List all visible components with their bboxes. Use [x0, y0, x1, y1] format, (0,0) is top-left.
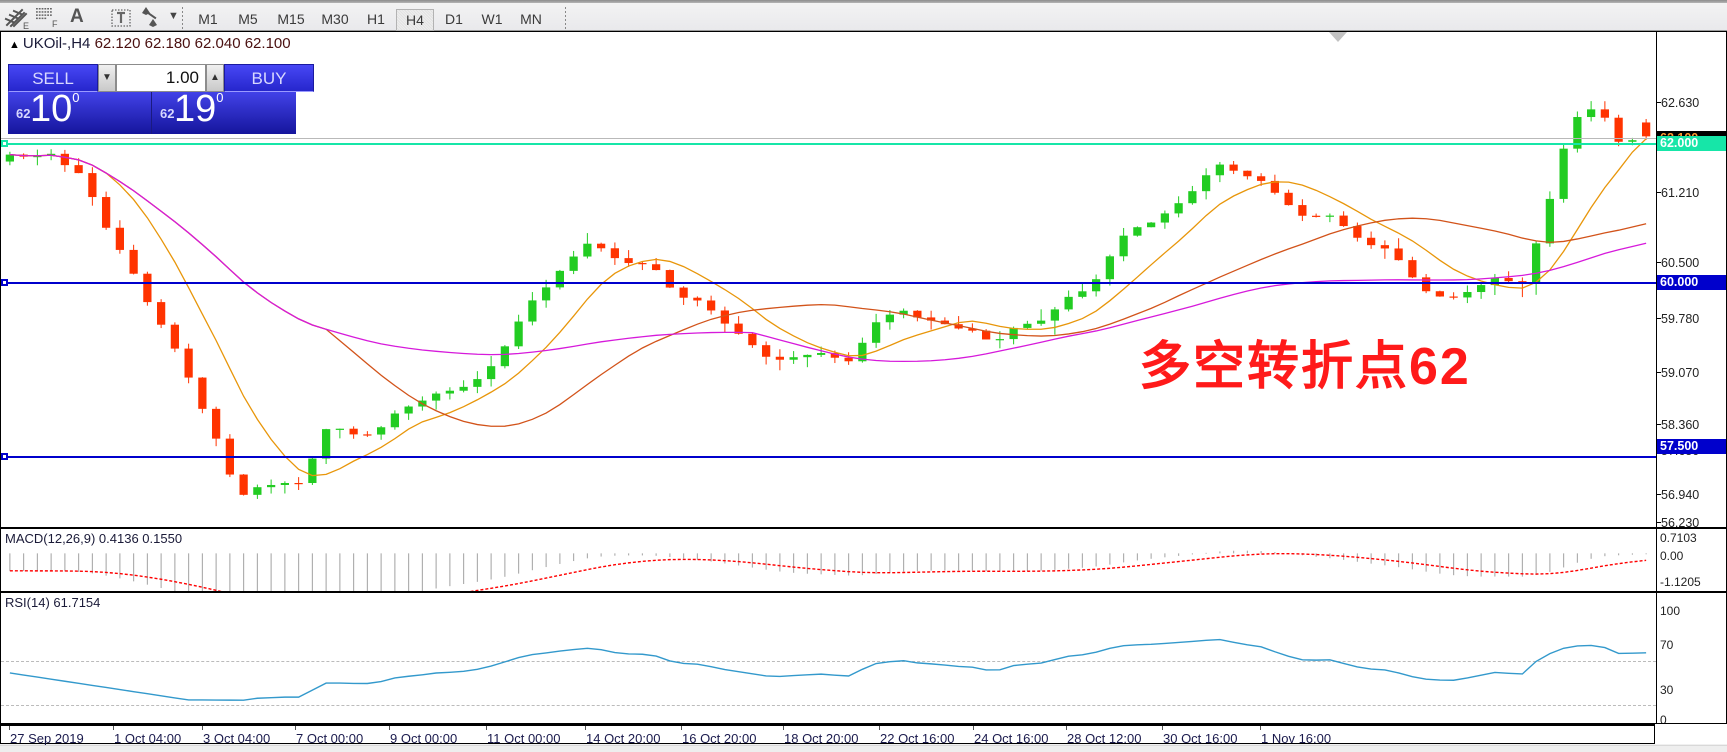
svg-text:F: F — [52, 19, 58, 29]
svg-text:E: E — [23, 21, 29, 31]
